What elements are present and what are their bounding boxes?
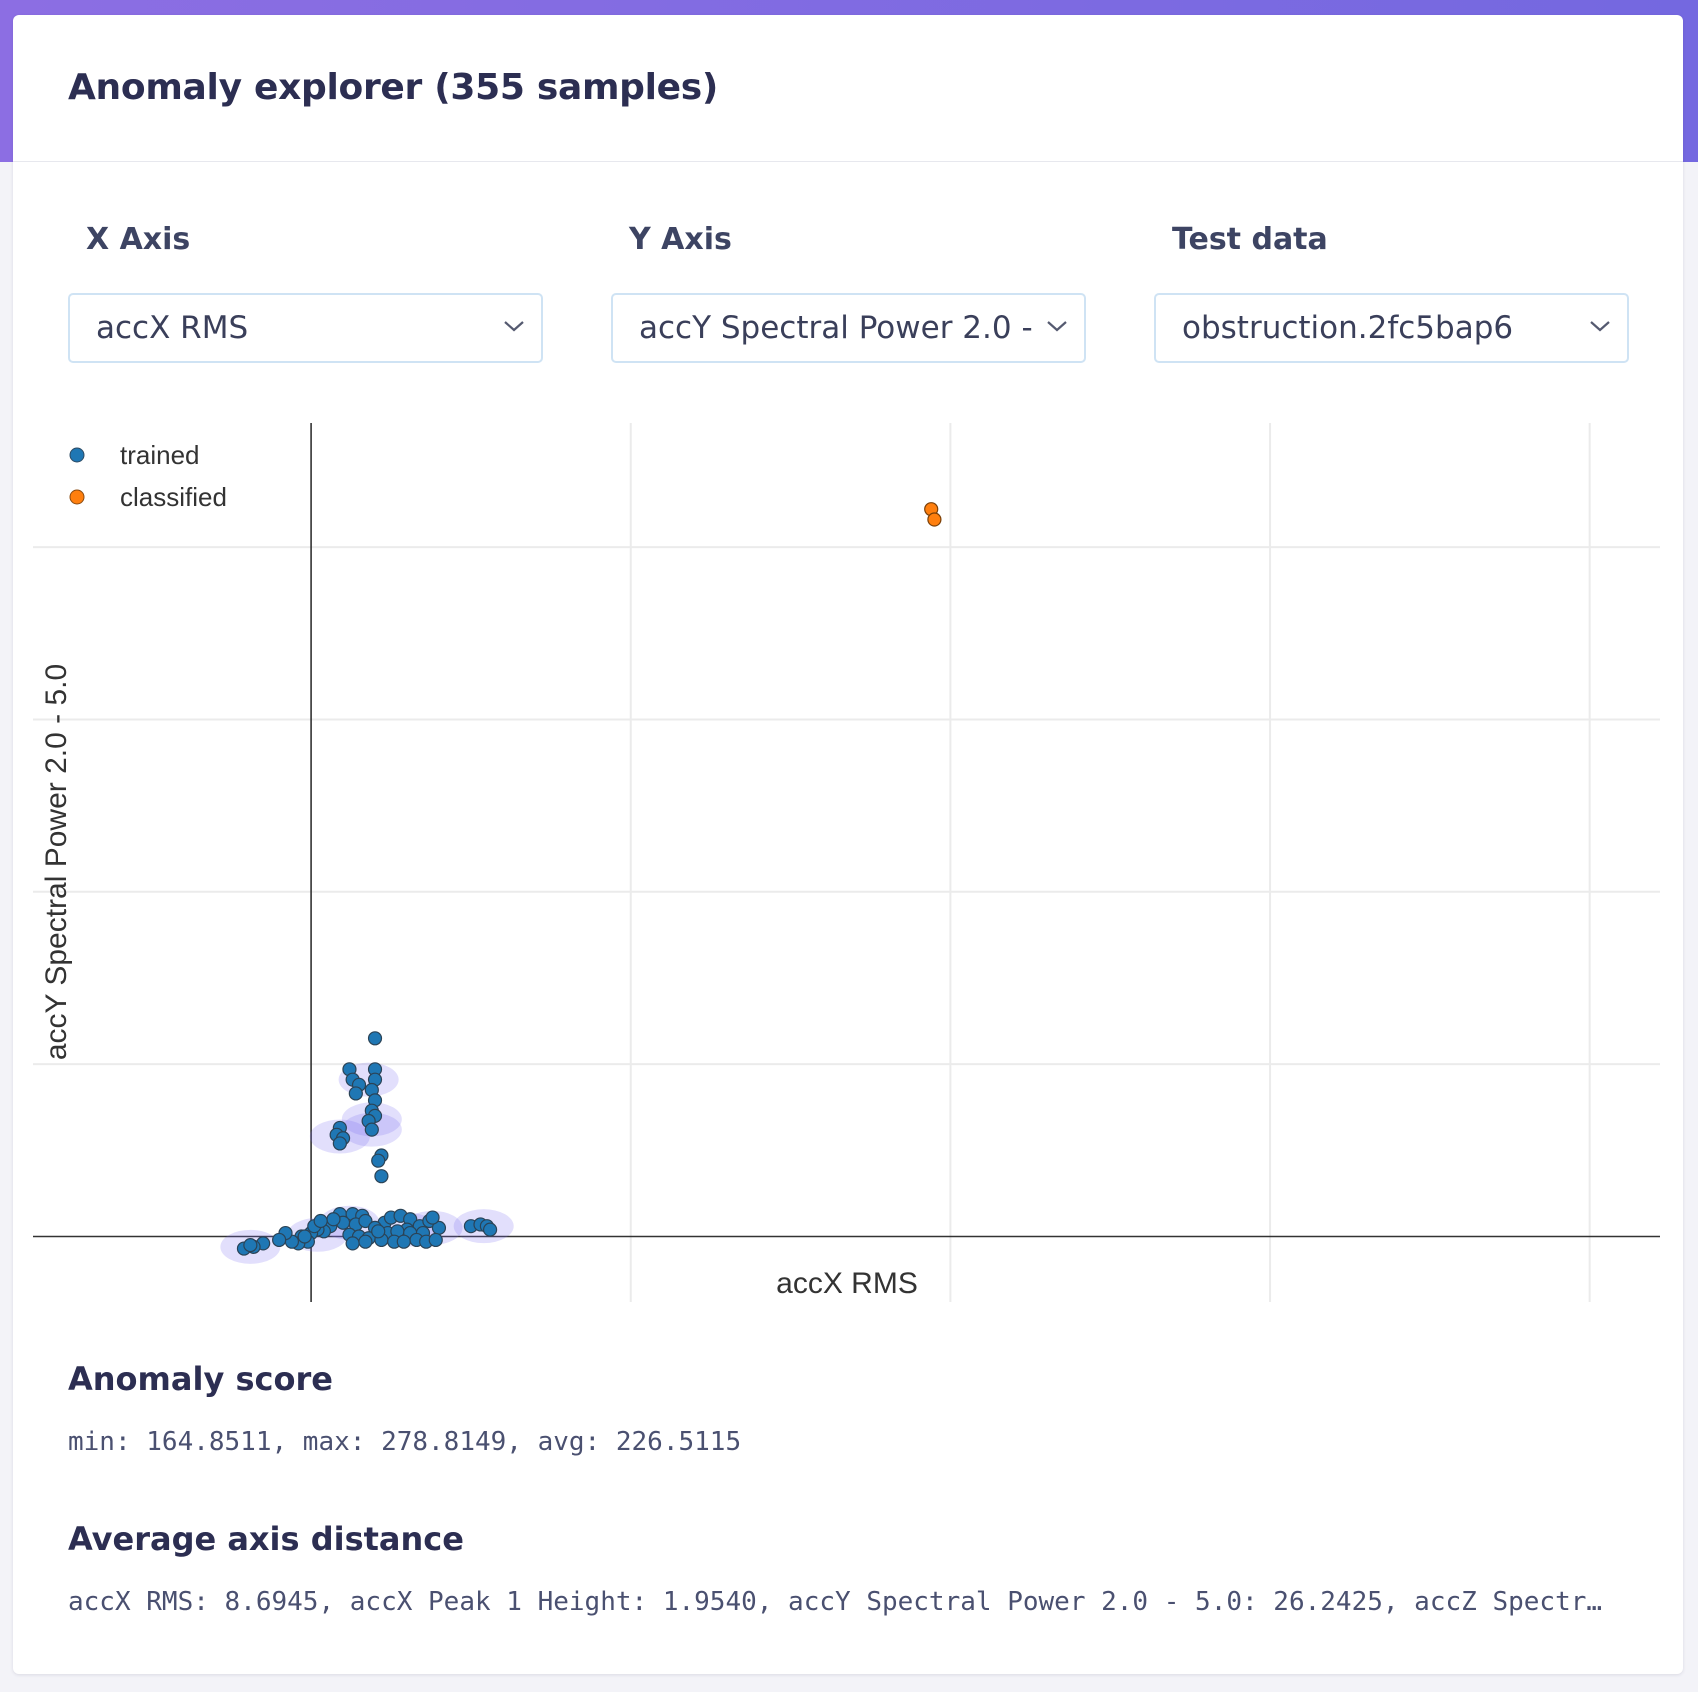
x-axis-field: X Axis accX RMS xyxy=(68,210,543,363)
legend-marker-trained xyxy=(69,447,85,463)
trained-point xyxy=(243,1238,258,1253)
chevron-down-icon xyxy=(504,321,524,332)
trained-point xyxy=(367,1031,383,1046)
y-axis-title: accY Spectral Power 2.0 - 5.0 xyxy=(40,664,73,1060)
x-axis-title: accX RMS xyxy=(776,1267,918,1300)
chevron-down-icon xyxy=(1590,321,1610,332)
anomaly-explorer-card: Anomaly explorer (355 samples) xyxy=(13,15,1683,1674)
trained-point xyxy=(358,1213,373,1229)
trained-point xyxy=(326,1212,341,1227)
anomaly-score-heading: Anomaly score xyxy=(68,1360,333,1398)
x-axis-label: X Axis xyxy=(86,222,191,257)
classified-point xyxy=(927,512,942,527)
y-axis-label: Y Axis xyxy=(629,222,732,257)
axis-distance-heading: Average axis distance xyxy=(68,1520,464,1558)
card-header: Anomaly explorer (355 samples) xyxy=(13,15,1683,162)
axis-distance-values: accX RMS: 8.6945, accX Peak 1 Height: 1.… xyxy=(68,1587,1603,1617)
trained-point xyxy=(425,1210,440,1225)
trained-point xyxy=(396,1234,411,1249)
legend-label-classified[interactable]: classified xyxy=(120,482,227,512)
y-axis-select-value: accY Spectral Power 2.0 - 5.0 xyxy=(639,310,1034,346)
test-data-field: Test data obstruction.2fc5bap6 xyxy=(1154,210,1629,363)
test-data-select[interactable]: obstruction.2fc5bap6 xyxy=(1154,293,1629,363)
x-axis-select-value: accX RMS xyxy=(96,310,249,346)
trained-point xyxy=(313,1213,328,1229)
trained-point xyxy=(348,1086,363,1101)
anomaly-score-values: min: 164.8511, max: 278.8149, avg: 226.5… xyxy=(68,1427,742,1457)
y-axis-field: Y Axis accY Spectral Power 2.0 - 5.0 xyxy=(611,210,1086,363)
y-axis-select[interactable]: accY Spectral Power 2.0 - 5.0 xyxy=(611,293,1086,363)
legend-marker-classified xyxy=(69,489,85,505)
trained-point xyxy=(428,1232,443,1248)
trained-point xyxy=(374,1169,389,1184)
trained-point xyxy=(364,1122,379,1137)
test-data-label: Test data xyxy=(1172,222,1328,257)
trained-point xyxy=(358,1234,373,1249)
trained-point xyxy=(332,1136,347,1151)
trained-point xyxy=(297,1229,312,1244)
scatter-chart[interactable]: trained classified accX RMS accY Spectra… xyxy=(0,0,1698,1320)
x-axis-select[interactable]: accX RMS xyxy=(68,293,543,363)
chart-points xyxy=(236,502,942,1256)
trained-point xyxy=(272,1232,287,1248)
chart-axes xyxy=(33,423,1660,1302)
chart-grid xyxy=(33,423,1660,1302)
trained-point xyxy=(371,1153,386,1168)
chevron-down-icon xyxy=(1047,321,1067,332)
chart-legend: trained classified xyxy=(69,440,227,512)
legend-label-trained[interactable]: trained xyxy=(120,440,200,470)
trained-point xyxy=(371,1224,386,1239)
trained-point xyxy=(345,1236,360,1251)
trained-point xyxy=(482,1222,498,1237)
test-data-select-value: obstruction.2fc5bap6 xyxy=(1182,310,1514,346)
page-title: Anomaly explorer (355 samples) xyxy=(68,67,719,108)
